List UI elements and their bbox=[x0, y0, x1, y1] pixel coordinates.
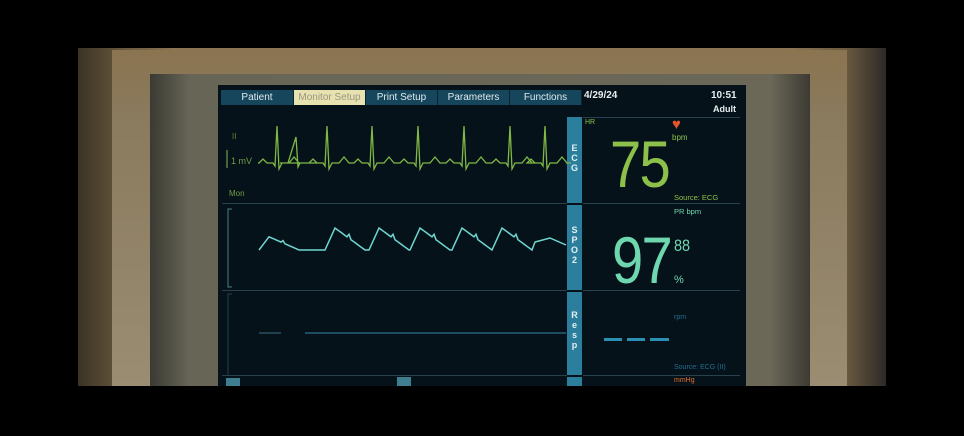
ecg-label: ECG bbox=[569, 143, 580, 173]
resp-label: Resp bbox=[569, 310, 580, 350]
spo2-value: 97 bbox=[612, 223, 673, 297]
tab-print-setup[interactable]: Print Setup bbox=[366, 90, 438, 105]
divider bbox=[583, 203, 740, 204]
resp-unit: rpm bbox=[674, 314, 687, 321]
resp-dash bbox=[650, 338, 669, 341]
divider bbox=[222, 290, 567, 291]
nibp-section-label[interactable] bbox=[567, 377, 582, 386]
tab-patient[interactable]: Patient bbox=[221, 90, 294, 105]
resp-source: Source: ECG (II) bbox=[674, 364, 726, 371]
resp-dash bbox=[627, 338, 645, 341]
spo2-waveform bbox=[258, 226, 567, 252]
tab-parameters[interactable]: Parameters bbox=[438, 90, 510, 105]
resp-dash bbox=[604, 338, 622, 341]
pr-label: PR bpm bbox=[674, 207, 702, 216]
scroll-handle bbox=[226, 378, 240, 386]
divider bbox=[222, 203, 567, 204]
date-display: 4/29/24 bbox=[584, 90, 618, 101]
nibp-unit: mmHg bbox=[674, 377, 695, 384]
hr-value: 75 bbox=[610, 127, 671, 201]
ecg-lead-label: II bbox=[232, 132, 237, 141]
divider bbox=[583, 375, 740, 376]
divider bbox=[583, 290, 740, 291]
spo2-bracket bbox=[227, 208, 232, 288]
spo2-unit: % bbox=[674, 274, 684, 286]
resp-bracket bbox=[227, 293, 232, 375]
tab-monitor-setup[interactable]: Monitor Setup bbox=[294, 90, 366, 105]
hr-unit: bpm bbox=[672, 133, 688, 142]
heart-icon: ♥ bbox=[672, 116, 681, 133]
divider bbox=[222, 375, 567, 376]
hr-source: Source: ECG bbox=[674, 193, 719, 202]
tab-functions[interactable]: Functions bbox=[510, 90, 582, 105]
pr-value: 88 bbox=[674, 236, 691, 255]
patient-type: Adult bbox=[713, 104, 736, 114]
divider bbox=[583, 117, 740, 118]
time-display: 10:51 bbox=[711, 90, 737, 101]
hr-label: HR bbox=[585, 119, 596, 126]
ecg-scale-label: 1 mV bbox=[231, 156, 253, 166]
ecg-section-label[interactable]: ECG bbox=[567, 117, 582, 203]
ecg-mode-label: Mon bbox=[229, 189, 245, 198]
scroll-handle bbox=[397, 377, 411, 386]
resp-section-label[interactable]: Resp bbox=[567, 292, 582, 375]
monitor-screen bbox=[218, 85, 746, 386]
spo2-section-label[interactable]: SPO2 bbox=[567, 205, 582, 290]
ecg-waveform bbox=[258, 125, 571, 172]
spo2-label: SPO2 bbox=[569, 225, 580, 265]
